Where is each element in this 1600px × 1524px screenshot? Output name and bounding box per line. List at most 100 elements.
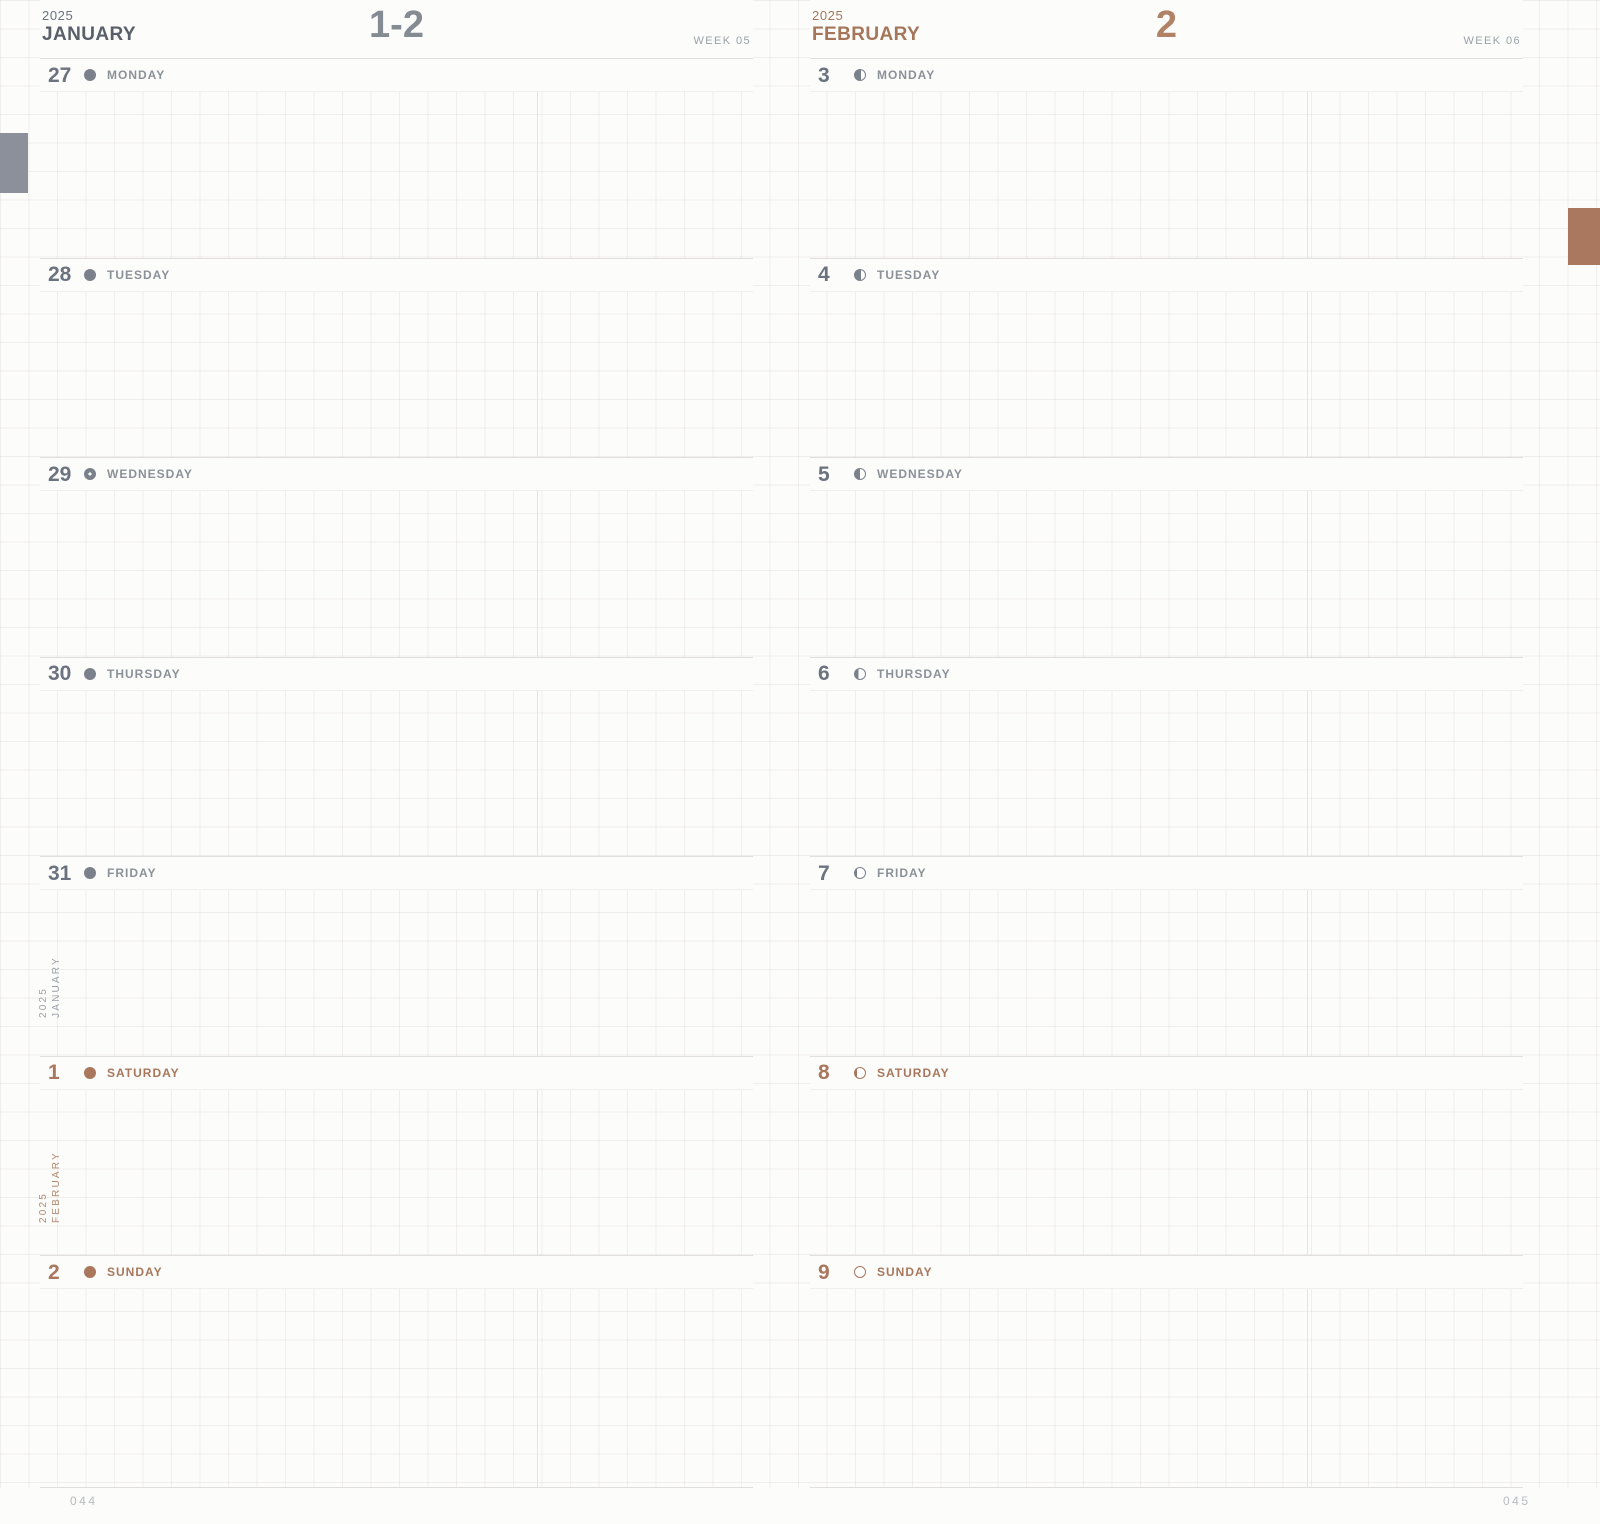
- column-divider: [1307, 890, 1308, 1056]
- moon-phase-icon: [84, 69, 96, 81]
- left-page-header: 2025 JANUARY 1-2 WEEK 05: [40, 0, 753, 58]
- month-label: JANUARY: [42, 24, 136, 45]
- moon-phase-icon: [84, 268, 96, 281]
- day-block: 30 THURSDAY: [40, 656, 753, 856]
- column-divider: [1307, 1089, 1308, 1255]
- day-notes-area[interactable]: [40, 92, 753, 258]
- day-header: 29 WEDNESDAY: [40, 458, 753, 491]
- moon-phase-icon: [854, 667, 866, 680]
- day-block: 7 FRIDAY: [810, 856, 1523, 1056]
- right-page: 2025 FEBRUARY 2 WEEK 06 3 MONDAY 4 TUESD…: [810, 0, 1523, 1488]
- day-number: 1: [48, 1061, 60, 1084]
- moon-phase-icon: [84, 867, 96, 879]
- column-divider: [537, 690, 538, 856]
- week-label: WEEK 05: [693, 35, 751, 47]
- day-header: 6 THURSDAY: [810, 657, 1523, 691]
- day-header: 4 TUESDAY: [810, 258, 1523, 292]
- column-divider: [1307, 491, 1308, 657]
- day-block: 3 MONDAY: [810, 58, 1523, 258]
- day-number: 8: [818, 1061, 830, 1084]
- day-header: 3 MONDAY: [810, 59, 1523, 92]
- day-name: MONDAY: [877, 68, 936, 82]
- moon-phase-icon: [854, 268, 866, 281]
- day-header: 27 MONDAY: [40, 59, 753, 92]
- day-header: 8 SATURDAY: [810, 1056, 1523, 1090]
- year-label: 2025: [42, 8, 74, 23]
- moon-phase-icon: [854, 1066, 866, 1079]
- day-block: 28 TUESDAY: [40, 257, 753, 457]
- moon-phase-icon: [854, 69, 866, 81]
- day-notes-area[interactable]: [40, 1289, 753, 1487]
- page-number-right: 045: [1503, 1494, 1531, 1508]
- day-notes-area[interactable]: [40, 690, 753, 856]
- day-block: 5 WEDNESDAY: [810, 457, 1523, 657]
- day-block: 1 SATURDAY: [40, 1055, 753, 1255]
- day-number: 28: [48, 263, 72, 286]
- day-name: WEDNESDAY: [877, 467, 963, 481]
- week-label: WEEK 06: [1463, 35, 1521, 47]
- day-header: 28 TUESDAY: [40, 258, 753, 292]
- vertical-month: FEBRUARY: [51, 1151, 62, 1223]
- day-block: 4 TUESDAY: [810, 257, 1523, 457]
- moon-phase-icon: [84, 1066, 96, 1079]
- day-header: 9 SUNDAY: [810, 1256, 1523, 1289]
- vertical-month-label-january: 2025 JANUARY: [36, 938, 65, 1018]
- day-name: SATURDAY: [107, 1065, 180, 1080]
- right-day-list: 3 MONDAY 4 TUESDAY 5 WEDNESDAY 6: [810, 58, 1523, 1488]
- day-name: TUESDAY: [107, 267, 171, 282]
- day-name: SATURDAY: [877, 1065, 950, 1080]
- day-number: 27: [48, 63, 72, 87]
- day-notes-area[interactable]: [810, 92, 1523, 258]
- moon-phase-icon: [84, 1266, 96, 1278]
- day-block: 2 SUNDAY: [40, 1255, 753, 1488]
- day-notes-area[interactable]: [810, 690, 1523, 856]
- day-number: 31: [48, 861, 72, 885]
- day-notes-area[interactable]: [810, 291, 1523, 457]
- column-divider: [537, 491, 538, 657]
- vertical-year: 2025: [38, 1191, 49, 1223]
- column-divider: [1307, 690, 1308, 856]
- month-number: 2: [1155, 4, 1178, 46]
- day-name: TUESDAY: [877, 267, 941, 282]
- day-block: 31 FRIDAY: [40, 856, 753, 1056]
- moon-phase-icon: [84, 667, 96, 680]
- day-number: 29: [48, 462, 72, 486]
- day-block: 6 THURSDAY: [810, 656, 1523, 856]
- column-divider: [1307, 1289, 1308, 1487]
- day-number: 4: [818, 263, 830, 286]
- day-notes-area[interactable]: [810, 890, 1523, 1056]
- day-number: 3: [818, 63, 830, 87]
- spread-number: 1-2: [369, 4, 424, 46]
- day-header: 30 THURSDAY: [40, 657, 753, 691]
- day-header: 2 SUNDAY: [40, 1256, 753, 1289]
- day-notes-area[interactable]: [40, 291, 753, 457]
- column-divider: [537, 1289, 538, 1487]
- day-notes-area[interactable]: [40, 1089, 753, 1255]
- left-page: 2025 JANUARY 1-2 WEEK 05 27 MONDAY 28 TU…: [40, 0, 753, 1488]
- right-year-month: 2025 FEBRUARY: [812, 9, 920, 44]
- column-divider: [537, 291, 538, 457]
- column-divider: [1307, 92, 1308, 258]
- day-notes-area[interactable]: [810, 1289, 1523, 1487]
- right-page-header: 2025 FEBRUARY 2 WEEK 06: [810, 0, 1523, 58]
- moon-phase-icon: [854, 468, 866, 480]
- column-divider: [537, 92, 538, 258]
- moon-phase-icon: [854, 1266, 866, 1278]
- day-name: FRIDAY: [107, 866, 157, 880]
- day-notes-area[interactable]: [40, 491, 753, 657]
- month-tab-current[interactable]: [1568, 208, 1600, 265]
- day-block: 27 MONDAY: [40, 58, 753, 258]
- day-number: 5: [818, 462, 830, 486]
- day-number: 9: [818, 1260, 830, 1284]
- month-label: FEBRUARY: [812, 24, 921, 45]
- day-header: 7 FRIDAY: [810, 857, 1523, 890]
- day-name: FRIDAY: [877, 866, 927, 880]
- day-notes-area[interactable]: [40, 890, 753, 1056]
- day-notes-area[interactable]: [810, 1089, 1523, 1255]
- day-block: 8 SATURDAY: [810, 1055, 1523, 1255]
- month-tab-previous[interactable]: [0, 133, 28, 193]
- day-notes-area[interactable]: [810, 491, 1523, 657]
- day-header: 1 SATURDAY: [40, 1056, 753, 1090]
- left-year-month: 2025 JANUARY: [42, 9, 136, 44]
- moon-phase-icon: [854, 867, 866, 879]
